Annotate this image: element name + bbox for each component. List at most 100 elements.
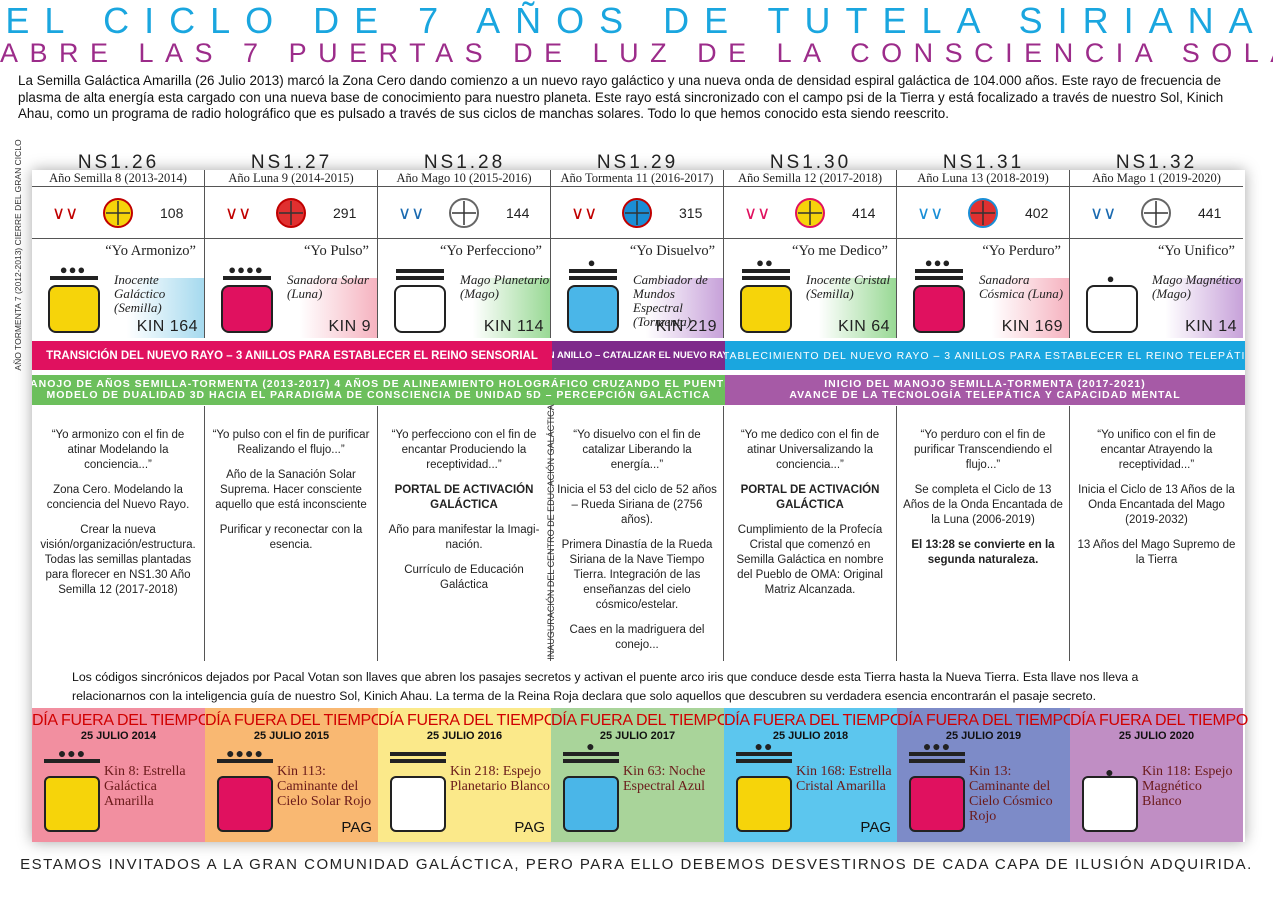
dia-fuera-card: DÍA FUERA DEL TIEMPO 25 JULIO 2016 Kin 218…	[378, 708, 556, 842]
column-paragraph: Currículo de Educación Galáctica	[404, 564, 524, 591]
kin-seal-icon	[567, 285, 619, 333]
kin-number: KIN 9	[328, 318, 371, 335]
kin-number: KIN 64	[838, 318, 890, 335]
year-label: Año Tormenta 11 (2016-2017)	[551, 170, 723, 187]
dia-fuera-card: DÍA FUERA DEL TIEMPO 25 JULIO 2020 ● Kin 11…	[1070, 708, 1248, 842]
column-paragraph: Primera Dinastía de la Rueda Siriana de …	[561, 539, 713, 611]
year-column: Año Luna 9 (2014-2015) ∨∨ 291 “Yo Pulso” ●●●…	[205, 170, 378, 338]
tone-dots: ●●●	[924, 255, 952, 270]
dia-fuera-card: DÍA FUERA DEL TIEMPO 25 JULIO 2019 ●●● Kin …	[897, 708, 1075, 842]
dia-kin: Kin 168: Estrella Cristal Amarilla	[796, 764, 892, 794]
year-glyphs-icon: ∨∨	[571, 198, 652, 228]
dia-kin: Kin 8: Estrella Galáctica Amarilla	[104, 764, 186, 809]
tone-bars	[44, 759, 100, 766]
ns-label: NS1.26	[77, 152, 160, 173]
tone-bars	[563, 752, 619, 766]
side-note-text: AÑO TORMENTA 7 (2012-2013) CIERRE DEL GR…	[13, 139, 23, 371]
column-quote: “Yo perfecciono con el fin de encantar P…	[391, 429, 537, 471]
kin-number: KIN 169	[1001, 318, 1063, 335]
column-quote: “Yo unifico con el fin de encantar Atray…	[1097, 429, 1216, 471]
dia-kin: Kin 113: Caminante del Cielo Solar Rojo	[277, 764, 372, 809]
dia-kin: Kin 63: Noche Espectral Azul	[623, 764, 706, 794]
tone-dots: ●●●●	[226, 745, 264, 761]
ns-label: NS1.29	[596, 152, 679, 173]
column-paragraph: Purificar y reconectar con la esencia.	[219, 524, 363, 551]
dia-seal-icon	[736, 776, 792, 832]
tone-bars	[217, 759, 273, 766]
column-quote: “Yo me dedico con el fin de atinar Unive…	[740, 429, 880, 471]
svg-text:∨∨: ∨∨	[917, 203, 943, 224]
column-text: “Yo perduro con el fin de purificar Tran…	[897, 406, 1070, 661]
ns-label: NS1.27	[250, 152, 333, 173]
tone-bars	[742, 269, 790, 283]
kin-panel: “Yo Unifico” ● Mago Magnético (Mago) KIN 14	[1070, 239, 1243, 338]
kin-panel: “Yo Armonizo” ●●● Inocente Galáctico (Semi…	[32, 239, 204, 338]
band-manojo-b: INICIO DEL MANOJO SEMILLA-TORMENTA (2017…	[725, 375, 1245, 405]
column-quote: “Yo armonizo con el fin de atinar Modela…	[51, 429, 185, 471]
tone-dots: ●●●	[922, 738, 952, 754]
kin-number: KIN 164	[136, 318, 198, 335]
year-number: 108	[160, 205, 184, 221]
tone-bars	[909, 752, 965, 766]
band-manojo-a: MANOJO DE AÑOS SEMILLA-TORMENTA (2013-20…	[32, 375, 725, 405]
dia-fuera-card: DÍA FUERA DEL TIEMPO 25 JULIO 2015 ●●●● Kin…	[205, 708, 383, 842]
column-text: “Yo me dedico con el fin de atinar Unive…	[724, 406, 897, 661]
column-text: “Yo perfecciono con el fin de encantar P…	[378, 406, 551, 661]
band-manojo-a-line2: MODELO DE DUALIDAD 3D HACIA EL PARADIGMA…	[46, 389, 711, 401]
kin-seal-icon	[394, 285, 446, 333]
tone-dots: ●●	[756, 255, 774, 270]
dia-kin: Kin 13: Caminante del Cielo Cósmico Rojo	[969, 764, 1053, 824]
dia-seal-icon	[563, 776, 619, 832]
year-label: Año Mago 10 (2015-2016)	[378, 170, 550, 187]
svg-text:∨∨: ∨∨	[571, 203, 597, 224]
year-number: 315	[679, 205, 703, 221]
kin-panel: “Yo Pulso” ●●●● Sanadora Solar (Luna) KIN 9	[205, 239, 377, 338]
tone-dots: ●●●	[57, 745, 87, 761]
year-column: Año Semilla 12 (2017-2018) ∨∨ 414 “Yo me De…	[724, 170, 897, 338]
dia-kin: Kin 118: Espejo Magnético Blanco	[1142, 764, 1233, 809]
tone-bars	[915, 269, 963, 283]
column-paragraph: Año para manifestar la Imagi-nación.	[388, 524, 540, 551]
column-paragraph: 13 Años del Mago Supremo de la Tierra	[1077, 539, 1236, 566]
page-subtitle: ABRE LAS 7 PUERTAS DE LUZ DE LA CONSCIEN…	[0, 38, 1273, 68]
year-number: 291	[333, 205, 357, 221]
year-glyphs-icon: ∨∨	[398, 198, 479, 228]
codes-paragraph: Los códigos sincrónicos dejados por Paca…	[72, 670, 1139, 703]
kin-name: Cambiador de Mundos Espectral (Tormenta)	[633, 272, 708, 329]
tone-dots: ●●●	[59, 262, 87, 277]
dia-title: DÍA FUERA DEL TIEMPO	[724, 712, 903, 729]
glyph-row: ∨∨ 291	[205, 187, 377, 239]
dia-fuera-card: DÍA FUERA DEL TIEMPO 25 JULIO 2017 ● Kin 63…	[551, 708, 729, 842]
dia-date: 25 JULIO 2015	[253, 730, 330, 742]
affirmation: “Yo Perduro”	[982, 243, 1061, 259]
column-paragraph: El 13:28 se convierte en la segunda natu…	[911, 539, 1055, 566]
year-label: Año Mago 1 (2019-2020)	[1070, 170, 1243, 187]
dia-seal-icon	[44, 776, 100, 832]
page-title: EL CICLO DE 7 AÑOS DE TUTELA SIRIANA	[5, 0, 1268, 41]
ns-label: NS1.31	[942, 152, 1025, 173]
column-paragraph: Caes en la madriguera del conejo...	[569, 624, 705, 651]
kin-seal-icon	[1086, 285, 1138, 333]
year-label: Año Luna 13 (2018-2019)	[897, 170, 1069, 187]
band-catalizar: UN ANILLO – CATALIZAR EL NUEVO RAYO	[552, 341, 725, 370]
affirmation: “Yo Unifico”	[1157, 243, 1235, 259]
kin-panel: “Yo Perfecciono” Mago Planetario (Mago) KI…	[378, 239, 550, 338]
year-label: Año Semilla 8 (2013-2014)	[32, 170, 204, 187]
affirmation: “Yo Pulso”	[303, 243, 369, 259]
dia-seal-icon	[217, 776, 273, 832]
year-label: Año Semilla 12 (2017-2018)	[724, 170, 896, 187]
intro-paragraph: La Semilla Galáctica Amarilla (26 Julio …	[18, 73, 1224, 121]
tone-dots: ●●	[754, 738, 774, 754]
affirmation: “Yo Armonizo”	[105, 243, 196, 259]
pag-label: PAG	[860, 819, 891, 836]
tone-dots: ●●●●	[228, 262, 264, 277]
kin-name: Inocente Galáctico (Semilla)	[114, 272, 166, 315]
vertical-note: INAUGURACIÓN DEL CENTRO DE EDUCACIÓN GAL…	[544, 390, 558, 675]
dia-fuera-card: DÍA FUERA DEL TIEMPO 25 JULIO 2018 ●● Kin 1…	[724, 708, 903, 842]
kin-panel: “Yo me Dedico” ●● Inocente Cristal (Semill…	[724, 239, 896, 338]
svg-text:∨∨: ∨∨	[52, 203, 78, 224]
glyph-row: ∨∨ 414	[724, 187, 896, 239]
kin-seal-icon	[48, 285, 100, 333]
tone-bars	[736, 752, 792, 766]
year-column: Año Mago 10 (2015-2016) ∨∨ 144 “Yo Perfecci…	[378, 170, 551, 338]
